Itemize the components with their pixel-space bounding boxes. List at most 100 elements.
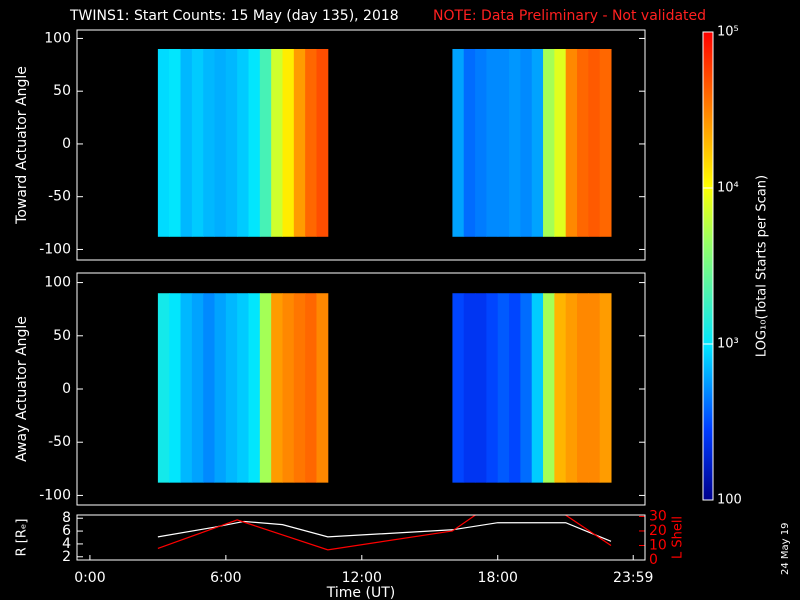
heatmap-cell	[214, 48, 227, 237]
heatmap-cell	[463, 293, 476, 483]
colorbar-tick-label: 100	[717, 493, 742, 508]
heatmap-cell	[271, 48, 283, 237]
date-stamp: 24 May 19	[780, 523, 791, 575]
panel-frame	[76, 514, 646, 561]
heatmap-cell	[531, 293, 544, 483]
y2-tick-label: 0	[649, 552, 658, 568]
panel-frame	[76, 272, 646, 506]
heatmap-cell	[225, 293, 238, 483]
heatmap-cell	[577, 293, 589, 483]
heatmap-cell	[305, 48, 317, 237]
series-line	[157, 520, 612, 542]
y-tick-label: -50	[48, 189, 71, 205]
y2-tick-label: 10	[649, 537, 667, 553]
y-tick-label: 50	[53, 83, 71, 99]
heatmap-cell	[293, 293, 306, 483]
heatmap-cell	[565, 48, 578, 237]
heatmap-cell	[509, 48, 521, 237]
x-tick-label: 23:59	[613, 570, 653, 586]
y-tick-label: 8	[62, 510, 71, 526]
colorbar	[702, 31, 714, 501]
heatmap-cell	[203, 48, 216, 237]
y-tick-label: -50	[48, 434, 71, 450]
heatmap-cell	[248, 48, 261, 237]
colorbar-label: LOG₁₀(Total Starts per Scan)	[755, 175, 770, 357]
heatmap-cell	[237, 293, 250, 483]
heatmap-cell	[305, 293, 317, 483]
y-tick-label: 100	[44, 30, 71, 46]
heatmap-cell	[191, 48, 204, 237]
panel-frame	[76, 29, 646, 261]
heatmap-cell	[157, 48, 170, 237]
heatmap-cell	[599, 48, 612, 237]
y2-axis-label: L Shell	[671, 516, 686, 559]
heatmap-cell	[293, 48, 306, 237]
heatmap-cell	[282, 293, 295, 483]
y-tick-label: 0	[62, 136, 71, 152]
heatmap-cell	[475, 293, 487, 483]
heatmap-cell	[520, 48, 533, 237]
colorbar-tick-label: 10³	[717, 337, 739, 352]
y-tick-label: 6	[62, 523, 71, 539]
heatmap-cell	[169, 293, 182, 483]
heatmap-cell	[191, 293, 204, 483]
y-tick-label: 0	[62, 381, 71, 397]
y-tick-label: 50	[53, 328, 71, 344]
heatmap-cell	[543, 293, 555, 483]
heatmap-cell	[497, 293, 510, 483]
heatmap-cell	[486, 293, 499, 483]
heatmap-cell	[509, 293, 521, 483]
y-axis-label: Toward Actuator Angle	[14, 66, 30, 225]
heatmap-cell	[452, 293, 465, 483]
y-axis-label: Away Actuator Angle	[14, 316, 30, 462]
y-tick-label: 100	[44, 275, 71, 291]
heatmap-cell	[248, 293, 261, 483]
y-tick-label: 2	[62, 549, 71, 565]
series-line	[157, 515, 612, 551]
colorbar-tick-label: 10⁵	[717, 25, 739, 40]
plot-area	[157, 515, 612, 551]
heatmap-cell	[282, 48, 295, 237]
y2-tick-label: 20	[649, 523, 667, 539]
heatmap-cell	[543, 48, 555, 237]
heatmap-cell	[169, 48, 182, 237]
heatmap-cell	[225, 48, 238, 237]
x-tick-label: 18:00	[478, 570, 518, 586]
heatmap-cell	[554, 293, 567, 483]
heatmap-cell	[463, 48, 476, 237]
y-axis-label: R [Rₑ]	[15, 519, 30, 557]
heatmap-cell	[588, 293, 601, 483]
x-tick-label: 6:00	[210, 570, 241, 586]
heatmap-cell	[316, 48, 329, 237]
y-tick-label: -100	[39, 241, 71, 257]
heatmap-cell	[486, 48, 499, 237]
y-tick-label: 4	[62, 536, 71, 552]
heatmap-cell	[577, 48, 589, 237]
y2-tick-label: 30	[649, 508, 667, 524]
heatmap-cell	[497, 48, 510, 237]
heatmap-cell	[203, 293, 216, 483]
x-tick-label: 0:00	[74, 570, 105, 586]
heatmap-cell	[531, 48, 544, 237]
heatmap-cell	[214, 293, 227, 483]
x-axis-label: Time (UT)	[326, 585, 395, 600]
heatmap-cell	[271, 293, 283, 483]
heatmap-cell	[588, 48, 601, 237]
title: TWINS1: Start Counts: 15 May (day 135), …	[69, 8, 399, 24]
y-tick-label: -100	[39, 487, 71, 503]
x-tick-label: 12:00	[342, 570, 382, 586]
heatmap-cell	[157, 293, 170, 483]
heatmap-cell	[565, 293, 578, 483]
heatmap-cell	[259, 48, 272, 237]
note: NOTE: Data Preliminary - Not validated	[433, 8, 706, 24]
heatmap-cell	[554, 48, 567, 237]
heatmap-cell	[259, 293, 272, 483]
heatmap-cell	[599, 293, 612, 483]
colorbar-tick-label: 10⁴	[717, 181, 739, 196]
heatmap-cell	[180, 48, 193, 237]
heatmap-cell	[520, 293, 533, 483]
heatmap-cell	[180, 293, 193, 483]
